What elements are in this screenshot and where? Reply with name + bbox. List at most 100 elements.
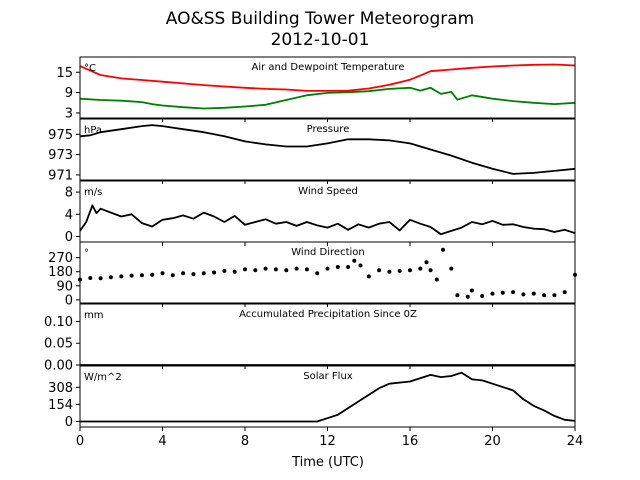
y-tick-label: 8 xyxy=(65,186,73,201)
wind_direction-point xyxy=(377,268,382,273)
air-line xyxy=(79,63,576,92)
wind_direction-point xyxy=(424,260,429,265)
wind_speed-line xyxy=(79,204,576,236)
x-tick-label: 20 xyxy=(484,434,501,449)
y-tick-label: 9 xyxy=(65,86,73,101)
y-tick-label: 4 xyxy=(65,208,73,223)
wind_direction-point xyxy=(181,271,186,276)
x-axis-label: Time (UTC) xyxy=(291,455,364,470)
panel-2: 0 4 8 m/s Wind Speed xyxy=(65,180,576,246)
wind_direction-point xyxy=(397,268,402,273)
y-tick-label: 0 xyxy=(65,293,73,308)
wind_direction-point xyxy=(490,291,495,296)
wind_direction-point xyxy=(441,247,445,252)
wind_direction-point xyxy=(346,265,351,269)
wind_direction-point xyxy=(500,290,505,295)
y-tick-label: 0 xyxy=(65,415,73,430)
wind_direction-point xyxy=(253,268,258,273)
figure-subtitle: 2012-10-01 xyxy=(271,30,370,50)
wind_direction-point xyxy=(284,268,289,273)
wind_direction-point xyxy=(315,271,320,276)
wind_direction-point xyxy=(294,266,299,271)
wind_direction-point xyxy=(511,290,516,295)
wind_direction-point xyxy=(88,276,93,280)
y-tick-label: 0.00 xyxy=(44,359,73,374)
dewpoint-line xyxy=(79,86,576,110)
y-tick-label: 0 xyxy=(65,230,73,245)
y-tick-label: 180 xyxy=(48,265,73,280)
wind_direction-point xyxy=(552,293,557,298)
panel-4: 0.00 0.05 0.10 mm Accumulated Precipitation … xyxy=(44,303,576,374)
x-tick-label: 0 xyxy=(76,434,84,449)
panel-5: 0 154 308 W/m^2 Solar Flux xyxy=(48,365,576,431)
wind_direction-point xyxy=(304,267,309,272)
wind_direction-point xyxy=(129,273,134,278)
wind_direction-point xyxy=(139,273,144,278)
y-tick-label: 971 xyxy=(48,168,73,183)
pressure-line xyxy=(79,124,576,175)
panel-unit-label: ° xyxy=(84,248,89,259)
y-tick-label: 154 xyxy=(48,398,73,413)
x-tick-label: 4 xyxy=(158,434,166,449)
wind_direction-point xyxy=(428,268,433,273)
wind_direction-point xyxy=(212,270,217,275)
wind_direction-point xyxy=(469,288,474,293)
panel-unit-label: hPa xyxy=(84,125,102,136)
wind_direction-point xyxy=(232,269,237,274)
wind_direction-point xyxy=(542,293,547,298)
x-tick-label: 24 xyxy=(567,434,584,449)
wind_direction-point xyxy=(418,266,423,271)
wind_direction-point xyxy=(273,267,278,272)
wind_direction-point xyxy=(263,266,268,271)
panel-unit-label: m/s xyxy=(84,187,102,198)
panel-title: Pressure xyxy=(307,124,350,135)
y-tick-label: 0.10 xyxy=(44,315,73,330)
wind_direction-point xyxy=(352,258,357,263)
x-tick-label: 8 xyxy=(241,434,249,449)
y-tick-label: 0.05 xyxy=(44,337,73,352)
wind_direction-point xyxy=(449,266,454,271)
panel-title: Solar Flux xyxy=(303,371,353,382)
x-tick-label: 12 xyxy=(319,434,336,449)
panel-0: 3 9 15 °C Air and Dewpoint Temperature xyxy=(56,56,576,122)
panel-title: Wind Speed xyxy=(298,186,358,197)
figure-title: AO&SS Building Tower Meteorogram xyxy=(166,9,474,29)
panel-title: Accumulated Precipitation Since 0Z xyxy=(239,309,417,320)
panel-unit-label: mm xyxy=(84,310,103,321)
wind_direction-point xyxy=(222,268,227,273)
panels-group: 3 9 15 °C Air and Dewpoint Temperature 971 973… xyxy=(44,56,584,449)
wind_direction-point xyxy=(108,275,113,280)
wind_direction-point xyxy=(243,267,247,272)
panel-1: 971 973 975 hPa Pressure xyxy=(48,118,576,184)
y-tick-label: 90 xyxy=(56,279,73,294)
wind_direction-point xyxy=(325,266,330,271)
wind_direction-point xyxy=(191,272,196,277)
solar_flux-line xyxy=(80,371,576,423)
wind_direction-point xyxy=(465,294,470,299)
wind_direction-point xyxy=(455,293,460,298)
wind_direction-point xyxy=(358,263,363,268)
wind_direction-point xyxy=(480,294,485,298)
wind_direction-point xyxy=(170,273,175,278)
panel-unit-label: W/m^2 xyxy=(84,372,122,383)
wind_direction-point xyxy=(98,276,103,281)
wind_direction-point xyxy=(119,274,124,279)
panel-title: Wind Direction xyxy=(291,247,365,258)
y-tick-label: 270 xyxy=(48,251,73,266)
panel-title: Air and Dewpoint Temperature xyxy=(252,62,405,73)
wind_direction-point xyxy=(160,271,165,276)
wind_direction-point xyxy=(521,292,526,297)
panel-unit-label: °C xyxy=(84,63,96,74)
wind_direction-point xyxy=(408,268,412,273)
y-tick-label: 308 xyxy=(48,381,73,396)
y-tick-label: 3 xyxy=(65,106,73,121)
wind_direction-point xyxy=(366,274,371,279)
wind_direction-point xyxy=(562,290,567,295)
wind_direction-point xyxy=(335,265,340,269)
y-tick-label: 973 xyxy=(48,148,73,163)
x-tick-label: 16 xyxy=(402,434,419,449)
wind_direction-point xyxy=(387,269,392,274)
wind_direction-point xyxy=(531,291,536,296)
